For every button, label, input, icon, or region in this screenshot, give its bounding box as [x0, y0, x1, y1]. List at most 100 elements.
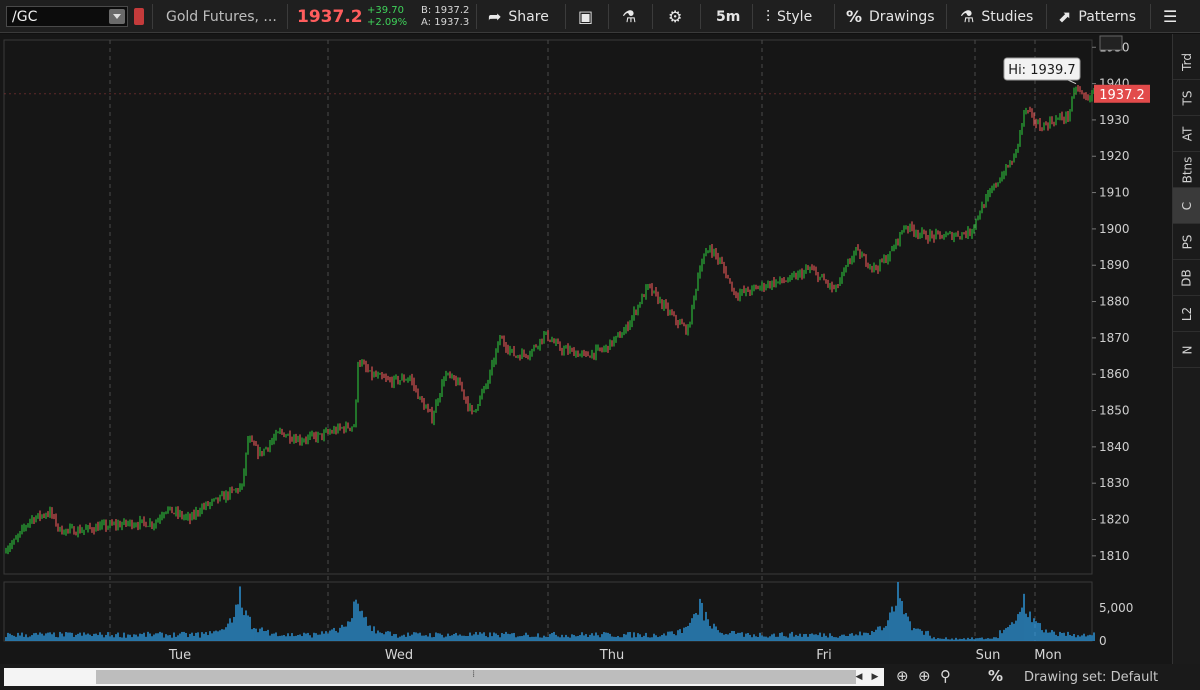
drawings-button[interactable]: % Drawings	[846, 0, 935, 33]
y-tick-label: 1900	[1099, 222, 1130, 236]
alert-icon: ▣	[578, 7, 594, 26]
price-chart[interactable]: 1810 1820 1830 1840 1850 1860 1870 1880 1890 1900…	[0, 34, 1172, 664]
style-label: Style	[777, 8, 813, 25]
timeframe-button[interactable]: 5m	[716, 0, 740, 33]
side-tab-label: Trd	[1180, 52, 1194, 71]
instrument-description: Gold Futures, ...	[166, 8, 277, 25]
settings-button[interactable]: ⚙	[668, 0, 689, 33]
studies-label: Studies	[981, 8, 1034, 25]
side-tab-trd[interactable]: Trd	[1173, 44, 1200, 80]
y-tick-label: 1920	[1099, 149, 1130, 163]
percent-icon[interactable]: %	[988, 667, 1004, 685]
side-tab-label: PS	[1179, 234, 1194, 249]
y-tick-label: 1820	[1099, 513, 1130, 527]
studies-button[interactable]: ⚗ Studies	[960, 0, 1033, 33]
y-tick-label: 1810	[1099, 549, 1130, 563]
side-tab-label: TS	[1179, 90, 1194, 105]
flask-button[interactable]: ⚗	[622, 0, 643, 33]
side-tab-label: N	[1179, 345, 1194, 354]
symbol-dropdown-button[interactable]	[109, 9, 125, 24]
share-icon: ➦	[488, 7, 502, 26]
candles	[5, 85, 1095, 555]
high-marker-line	[1067, 79, 1077, 85]
high-label-box	[1003, 57, 1081, 81]
candlestick-icon: ⫶	[766, 6, 771, 26]
share-label: Share	[508, 8, 549, 25]
volume-tick-label: 5,000	[1099, 601, 1133, 615]
style-button[interactable]: ⫶ Style	[766, 0, 812, 33]
x-tick-label: Thu	[599, 648, 624, 663]
side-tab-c[interactable]: C	[1173, 188, 1200, 224]
net-change-value: +39.70	[367, 4, 405, 16]
last-price-tag	[1094, 84, 1150, 103]
high-label: Hi: 1939.7	[1008, 63, 1075, 78]
side-tab-label: AT	[1179, 126, 1194, 141]
gear-icon: ⚙	[668, 7, 683, 26]
ask-value: A: 1937.3	[421, 16, 470, 28]
expand-icon	[1099, 35, 1123, 51]
scrollbar-thumb[interactable]: ⁞	[96, 669, 856, 684]
y-tick-label: 1890	[1099, 258, 1130, 272]
scroll-right-icon[interactable]: ▶	[871, 672, 879, 682]
patterns-label: Patterns	[1078, 8, 1137, 25]
net-change: +39.70 +2.09%	[367, 0, 407, 33]
side-tab-btns[interactable]: Btns	[1173, 152, 1200, 188]
drawings-label: Drawings	[869, 8, 935, 25]
last-price-tag-label: 1937.2	[1099, 88, 1145, 103]
annotations: Hi: 1939.7 1937.2	[4, 35, 1150, 103]
grip-icon: ⁞	[472, 669, 476, 680]
time-scrollbar[interactable]: ⁞ ◀ ▶	[4, 668, 884, 686]
menu-icon: ☰	[1163, 7, 1178, 26]
side-tab-label: Btns	[1179, 156, 1194, 183]
x-tick-label: Sun	[976, 648, 1001, 663]
side-tab-l2[interactable]: L2	[1173, 296, 1200, 332]
chart-toolbar: /GC Gold Futures, ... 1937.2 +39.70 +2.0…	[0, 0, 1200, 33]
scroll-left-icon[interactable]: ◀	[855, 672, 863, 682]
volume-bars	[5, 582, 1095, 641]
axis-labels: 1810 1820 1830 1840 1850 1860 1870 1880 1890 1900…	[168, 40, 1133, 663]
side-tab-ts[interactable]: TS	[1173, 80, 1200, 116]
side-tab-db[interactable]: DB	[1173, 260, 1200, 296]
x-tick-label: Mon	[1034, 648, 1061, 663]
side-panel-tabs: Trd TS AT Btns C PS DB L2 N	[1172, 34, 1200, 664]
side-tab-label: L2	[1179, 306, 1194, 321]
y-tick-label: 1870	[1099, 331, 1130, 345]
pan-icon[interactable]: ⊕	[896, 667, 909, 685]
y-tick-label: 1860	[1099, 367, 1130, 381]
y-tick-label: 1930	[1099, 113, 1130, 127]
menu-button[interactable]: ☰	[1163, 0, 1184, 33]
flask-icon: ⚗	[622, 7, 637, 26]
y-tick-label: 1850	[1099, 404, 1130, 418]
volume-tick-label: 0	[1099, 634, 1107, 648]
side-tab-label: DB	[1179, 268, 1194, 287]
x-tick-label: Fri	[816, 648, 832, 663]
y-tick-label: 1880	[1099, 295, 1130, 309]
drawing-set-label[interactable]: Drawing set: Default	[1024, 669, 1159, 685]
bid-value: B: 1937.2	[421, 4, 470, 16]
last-price: 1937.2	[297, 6, 363, 27]
chart-background	[0, 34, 1172, 664]
patterns-icon: ⬈	[1058, 7, 1072, 26]
link-color-chip[interactable]	[134, 8, 144, 25]
symbol-text: /GC	[12, 8, 38, 25]
zoom-icon[interactable]: ⚲	[940, 667, 951, 685]
flask-icon: ⚗	[960, 7, 975, 26]
side-tab-ps[interactable]: PS	[1173, 224, 1200, 260]
x-tick-label: Wed	[385, 648, 413, 663]
y-tick-label: 1840	[1099, 440, 1130, 454]
alert-button[interactable]: ▣	[578, 0, 600, 33]
side-tab-n[interactable]: N	[1173, 332, 1200, 368]
y-tick-label: 1910	[1099, 186, 1130, 200]
side-tab-at[interactable]: AT	[1173, 116, 1200, 152]
percent-icon: %	[846, 7, 863, 26]
share-button[interactable]: ➦ Share	[488, 0, 549, 33]
crosshair-icon[interactable]: ⊕	[918, 667, 931, 685]
patterns-button[interactable]: ⬈ Patterns	[1058, 0, 1136, 33]
side-tab-label: C	[1179, 201, 1194, 210]
bid-ask: B: 1937.2 A: 1937.3	[421, 0, 469, 33]
bottom-bar: ⁞ ◀ ▶ ⊕ ⊕ ⚲ % Drawing set: Default	[0, 664, 1200, 690]
timeframe-label: 5m	[716, 8, 741, 25]
x-tick-label: Tue	[168, 648, 191, 663]
y-tick-label: 1830	[1099, 476, 1130, 490]
symbol-input[interactable]: /GC	[6, 6, 128, 27]
